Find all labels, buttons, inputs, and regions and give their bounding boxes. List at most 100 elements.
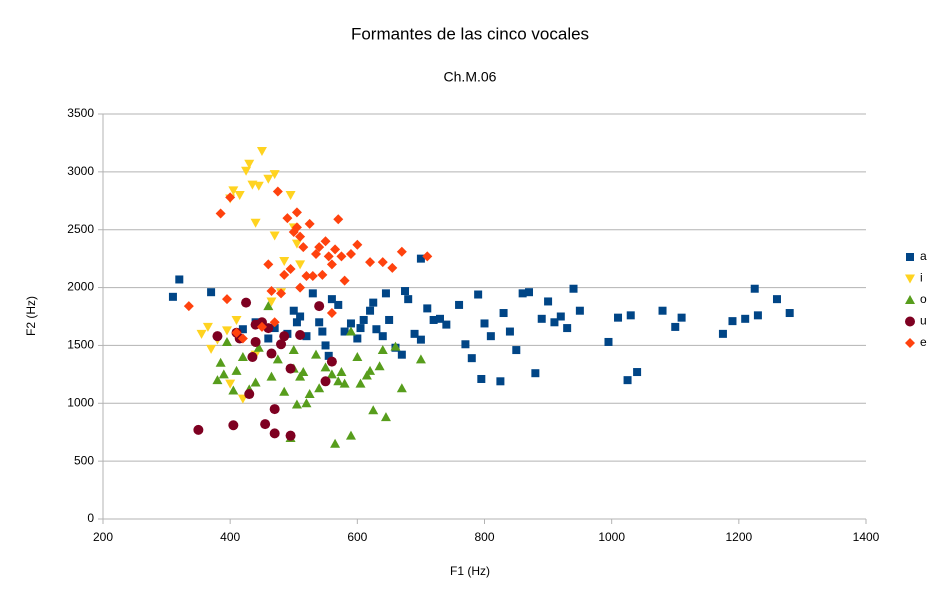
point — [387, 262, 398, 273]
point — [396, 383, 407, 393]
point — [785, 309, 794, 318]
chart-subtitle: Ch.M.06 — [444, 69, 497, 85]
point — [202, 322, 213, 332]
x-tick-label: 600 — [347, 530, 367, 544]
point — [633, 368, 642, 377]
point — [225, 379, 236, 389]
point — [285, 264, 296, 275]
point — [327, 295, 336, 304]
point — [626, 311, 635, 320]
point — [250, 336, 261, 347]
point — [345, 430, 356, 440]
point — [295, 371, 306, 381]
point — [477, 374, 486, 383]
point — [480, 319, 489, 328]
point — [221, 294, 232, 305]
point — [279, 331, 290, 342]
point — [266, 286, 277, 297]
point — [356, 324, 365, 333]
point — [228, 420, 239, 431]
point — [215, 208, 226, 219]
point — [531, 369, 540, 378]
point — [314, 383, 325, 393]
point — [263, 301, 274, 311]
x-axis-label: F1 (Hz) — [450, 564, 490, 578]
point — [231, 365, 242, 375]
point — [505, 327, 514, 336]
point — [352, 239, 363, 250]
point — [415, 354, 426, 364]
point — [390, 341, 401, 351]
point — [175, 275, 184, 284]
y-tick-label: 2000 — [67, 280, 94, 294]
point — [537, 314, 546, 323]
point — [366, 306, 375, 315]
legend-label: a — [920, 249, 927, 263]
point — [301, 398, 312, 408]
point — [234, 191, 245, 200]
point — [250, 218, 261, 228]
point — [276, 288, 287, 299]
point — [304, 218, 315, 229]
point — [496, 377, 505, 386]
x-tick-label: 200 — [93, 530, 113, 544]
point — [486, 332, 495, 341]
point — [304, 389, 315, 399]
point — [345, 249, 356, 260]
point — [253, 181, 264, 191]
point — [256, 147, 267, 157]
point — [355, 378, 366, 388]
point — [260, 419, 271, 430]
point — [377, 257, 388, 268]
point — [396, 246, 407, 257]
y-tick-label: 3500 — [67, 106, 94, 120]
point — [365, 365, 376, 375]
point — [263, 323, 274, 334]
point — [336, 367, 347, 377]
legend-label: i — [920, 271, 923, 285]
point — [285, 191, 296, 200]
y-tick-label: 3000 — [67, 164, 94, 178]
point — [295, 231, 306, 242]
point — [270, 324, 279, 333]
point — [276, 339, 287, 350]
point — [285, 363, 296, 374]
point — [288, 345, 299, 355]
point — [168, 292, 177, 301]
point — [314, 301, 325, 312]
point — [368, 405, 379, 415]
legend-marker — [905, 316, 915, 327]
point — [241, 297, 252, 308]
point — [237, 352, 248, 361]
point — [228, 385, 239, 395]
point — [314, 242, 325, 253]
point — [467, 354, 476, 363]
y-tick-label: 0 — [87, 511, 94, 525]
legend-marker — [905, 295, 915, 304]
chart-title: Formantes de las cinco vocales — [351, 24, 589, 43]
x-tick-label: 400 — [220, 530, 240, 544]
point — [250, 377, 261, 387]
point — [266, 297, 277, 307]
point — [315, 318, 324, 327]
point — [677, 313, 686, 322]
point — [282, 213, 293, 224]
point — [231, 315, 242, 325]
x-tick-label: 800 — [474, 530, 494, 544]
point — [339, 275, 350, 286]
point — [772, 295, 781, 304]
point — [291, 399, 302, 409]
point — [326, 356, 337, 367]
point — [279, 386, 290, 396]
point — [307, 271, 318, 281]
legend-label: e — [920, 335, 927, 349]
point — [298, 367, 309, 377]
point — [269, 317, 280, 328]
point — [301, 271, 312, 281]
point — [298, 242, 309, 253]
point — [256, 321, 267, 332]
point — [372, 325, 381, 334]
point — [442, 320, 451, 329]
point — [658, 306, 667, 315]
